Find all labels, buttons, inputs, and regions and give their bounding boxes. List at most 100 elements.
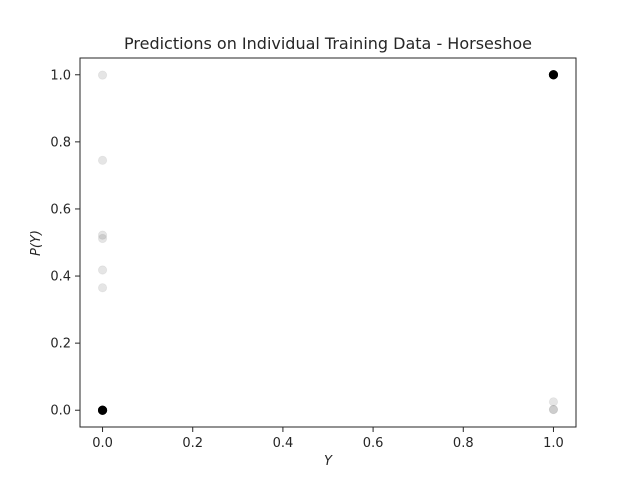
scatter-point (548, 70, 559, 80)
scatter-point (97, 405, 108, 415)
scatter-point (97, 405, 108, 415)
y-tick-label: 0.2 (50, 337, 71, 352)
y-tick-label: 0.0 (50, 404, 71, 419)
scatter-point (548, 70, 559, 80)
scatter-point (97, 283, 108, 293)
scatter-point (548, 70, 559, 80)
scatter-point (97, 405, 108, 415)
scatter-point (97, 405, 108, 415)
scatter-point (548, 70, 559, 80)
scatter-point (548, 404, 559, 415)
plot-frame (79, 57, 577, 428)
scatter-point (97, 405, 108, 415)
scatter-point (97, 405, 108, 415)
scatter-point (97, 70, 108, 80)
scatter-point (548, 70, 559, 80)
x-axis: 0.0 0.2 0.4 0.6 0.8 1.0 (92, 427, 564, 451)
scatter-point (97, 405, 108, 415)
scatter-point (548, 70, 559, 80)
scatter-point (548, 70, 559, 80)
scatter-point (548, 70, 559, 80)
scatter-point (548, 70, 559, 80)
scatter-point (548, 70, 559, 80)
scatter-point (97, 405, 108, 415)
scatter-point (97, 405, 108, 415)
scatter-point (548, 70, 559, 80)
plot-area (97, 70, 559, 415)
y-tick-label: 0.4 (50, 270, 71, 285)
scatter-point (548, 70, 559, 80)
scatter-point (97, 405, 108, 415)
scatter-point (548, 70, 559, 80)
scatter-point (548, 70, 559, 80)
scatter-point (548, 70, 559, 80)
scatter-point (97, 405, 108, 415)
scatter-point (548, 70, 559, 80)
y-tick-label: 0.8 (50, 135, 71, 150)
scatter-point (97, 405, 108, 415)
scatter-point (548, 70, 559, 80)
scatter-point (548, 70, 559, 80)
y-tick-label: 0.6 (50, 202, 71, 217)
scatter-point (97, 405, 108, 415)
scatter-point (548, 70, 559, 80)
scatter-point (97, 405, 108, 415)
scatter-point (97, 405, 108, 415)
scatter-point (97, 405, 108, 415)
scatter-point (548, 70, 559, 80)
scatter-point (97, 405, 108, 415)
scatter-point (97, 405, 108, 415)
scatter-point (548, 70, 559, 80)
scatter-point (97, 405, 108, 415)
scatter-point (97, 405, 108, 415)
x-tick-label: 1.0 (543, 436, 564, 451)
x-tick-label: 0.2 (182, 436, 203, 451)
scatter-point (548, 70, 559, 80)
scatter-point (548, 404, 559, 415)
scatter-point (97, 405, 108, 415)
scatter-point (548, 70, 559, 80)
scatter-point (97, 405, 108, 415)
scatter-point (97, 405, 108, 415)
scatter-point (97, 405, 108, 415)
scatter-point (97, 405, 108, 415)
scatter-point (548, 70, 559, 80)
x-tick-label: 0.0 (92, 436, 113, 451)
scatter-point (548, 70, 559, 80)
scatter-point (548, 70, 559, 80)
x-tick-label: 0.6 (363, 436, 384, 451)
scatter-point (548, 70, 559, 80)
scatter-point (548, 70, 559, 80)
scatter-point (548, 70, 559, 80)
scatter-point (548, 70, 559, 80)
scatter-point (97, 405, 108, 415)
scatter-point (548, 397, 559, 407)
x-axis-label: Y (324, 454, 333, 469)
x-tick-label: 0.8 (453, 436, 474, 451)
y-tick-label: 1.0 (50, 68, 71, 83)
scatter-point (97, 405, 108, 415)
scatter-point (97, 405, 108, 415)
scatter-point (548, 70, 559, 80)
scatter-point (548, 70, 559, 80)
scatter-point (548, 70, 559, 80)
scatter-point (97, 405, 108, 415)
scatter-point (97, 405, 108, 415)
scatter-point (97, 405, 108, 415)
scatter-point (548, 70, 559, 80)
chart-title: Predictions on Individual Training Data … (124, 34, 532, 53)
scatter-point (97, 405, 108, 415)
scatter-point (97, 155, 108, 165)
scatter-point (548, 70, 559, 80)
y-axis: 0.0 0.2 0.4 0.6 0.8 1.0 (50, 68, 80, 419)
scatter-point (97, 405, 108, 415)
scatter-point (97, 265, 108, 275)
scatter-point (548, 70, 559, 80)
scatter-point (97, 405, 108, 415)
x-tick-label: 0.4 (273, 436, 294, 451)
scatter-point (548, 70, 559, 80)
scatter-point (97, 230, 108, 240)
scatter-point (97, 405, 108, 415)
scatter-point (97, 405, 108, 415)
